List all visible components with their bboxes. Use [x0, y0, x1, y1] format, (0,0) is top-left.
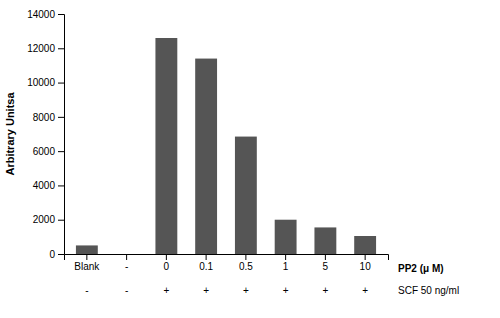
bar: [314, 227, 336, 254]
y-tick-mark: [58, 14, 64, 15]
x-tick: 0: [164, 254, 170, 272]
bar: [76, 245, 98, 254]
x-tick-mark: [126, 254, 127, 260]
annotation-text: -: [125, 285, 128, 296]
x-tick-label: Blank: [74, 261, 100, 272]
x-tick: 0.1: [199, 254, 213, 272]
y-axis: 0 2000 4000 6000 8000 10000 12000 14000: [27, 9, 64, 260]
y-tick-mark: [58, 151, 64, 152]
x-tick-label: 0.5: [239, 261, 253, 272]
x-tick-label: 10: [360, 261, 372, 272]
x-tick-mark: [86, 254, 87, 260]
row-label: PP2 (μ M): [398, 263, 444, 274]
bar: [354, 236, 376, 254]
bar: [275, 220, 297, 254]
annotation-text: +: [322, 285, 328, 296]
annotation-text: +: [163, 285, 169, 296]
y-tick-label: 10000: [27, 77, 55, 88]
chart-svg: 02000400060008000100001200014000Blank-00…: [0, 0, 500, 318]
y-tick: 2000: [33, 214, 64, 225]
x-tick-mark: [245, 254, 246, 260]
annotation-text: +: [243, 285, 249, 296]
bar: [195, 59, 217, 254]
bar: [235, 137, 257, 254]
y-tick-label: 8000: [33, 112, 56, 123]
annotation-text: +: [283, 285, 289, 296]
x-tick-mark: [206, 254, 207, 260]
y-tick-mark: [58, 117, 64, 118]
y-tick: 10000: [27, 77, 64, 88]
x-axis: Blank - 0 0.1 0.5 1 5 10: [65, 254, 389, 272]
x-tick: 1: [283, 254, 289, 272]
annotation-text: +: [362, 285, 368, 296]
bar: [116, 254, 138, 255]
x-tick-label: 0.1: [199, 261, 213, 272]
x-tick-label: 0: [164, 261, 170, 272]
row-label: SCF 50 ng/ml: [398, 285, 459, 296]
y-tick-label: 14000: [27, 9, 55, 20]
y-axis-line: [58, 15, 65, 255]
x-tick: -: [125, 254, 128, 272]
y-tick-label: 6000: [33, 146, 56, 157]
y-tick-label: 2000: [33, 214, 56, 225]
y-tick-mark: [58, 48, 64, 49]
x-tick-mark: [166, 254, 167, 260]
x-axis-line: [65, 255, 389, 261]
y-tick-mark: [58, 254, 64, 255]
y-tick: 6000: [33, 146, 64, 157]
x-tick: Blank: [74, 254, 100, 272]
y-tick: 12000: [27, 43, 64, 54]
plot-area: 02000400060008000100001200014000Blank-00…: [4, 9, 459, 296]
x-tick-mark: [325, 254, 326, 260]
y-tick: 14000: [27, 9, 64, 20]
y-tick-mark: [58, 220, 64, 221]
bars: [76, 38, 376, 254]
y-tick: 0: [49, 249, 64, 260]
annotation-text: -: [85, 285, 88, 296]
y-tick-label: 0: [49, 249, 55, 260]
y-tick-label: 4000: [33, 180, 56, 191]
y-axis-title: Arbitrary Unitsa: [4, 92, 16, 176]
x-tick: 10: [360, 254, 372, 272]
x-tick: 5: [323, 254, 329, 272]
y-tick-mark: [58, 185, 64, 186]
annotation-text: +: [203, 285, 209, 296]
y-tick: 8000: [33, 112, 64, 123]
x-tick-mark: [365, 254, 366, 260]
bar: [155, 38, 177, 254]
x-tick: 0.5: [239, 254, 253, 272]
x-tick-label: 1: [283, 261, 289, 272]
x-tick-mark: [285, 254, 286, 260]
annotation-row: - - + + + + + + SCF 50 ng/ml: [85, 285, 459, 296]
y-tick-label: 12000: [27, 43, 55, 54]
y-tick-mark: [58, 83, 64, 84]
x-tick-label: 5: [323, 261, 329, 272]
y-tick: 4000: [33, 180, 64, 191]
x-tick-label: -: [125, 261, 128, 272]
chart-container: 02000400060008000100001200014000Blank-00…: [0, 0, 500, 318]
